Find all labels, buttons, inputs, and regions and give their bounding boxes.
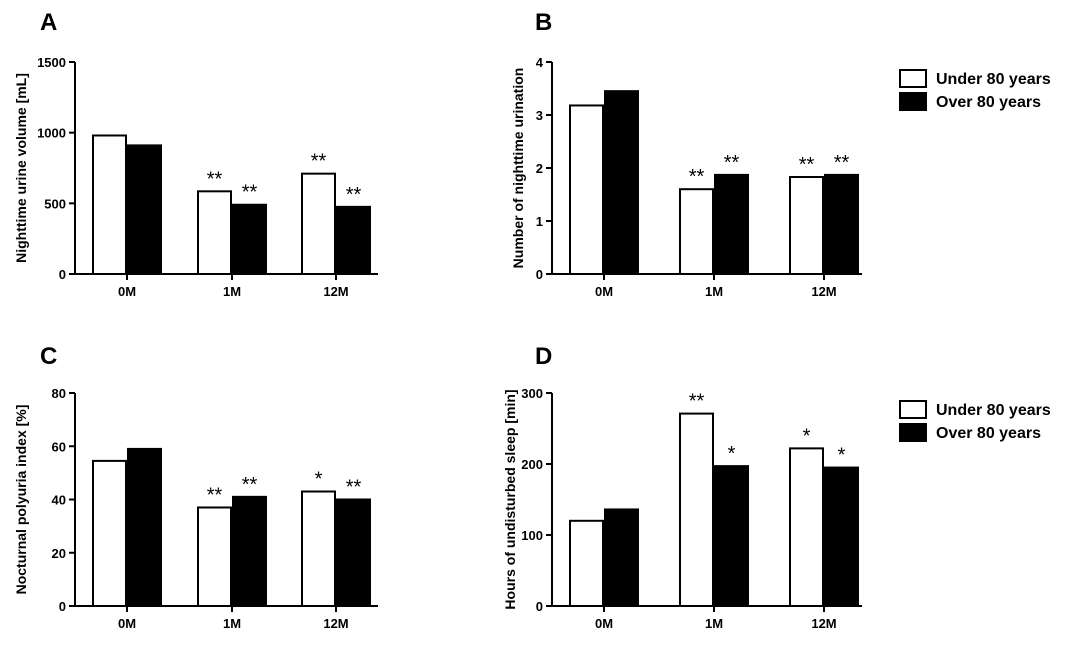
panel-c-y-tick-label: 20 <box>52 546 66 561</box>
panel-d-y-tick-label: 0 <box>536 599 543 614</box>
legend-bottom-over-swatch <box>899 423 927 442</box>
panel-c-bar-over <box>336 498 371 607</box>
panel-a-y-tick-label: 1500 <box>37 55 66 70</box>
panel-b-significance-marker: ** <box>724 152 740 174</box>
panel-b-x-tick-label: 0M <box>595 284 613 299</box>
legend-bottom-under-swatch <box>899 400 927 419</box>
legend-bottom: Under 80 years Over 80 years <box>899 400 1051 442</box>
panel-a-x-tick-label: 0M <box>118 284 136 299</box>
panel-b-bar-over <box>824 173 859 275</box>
panel-a-significance-marker: ** <box>346 184 362 206</box>
panel-c-bar-under <box>301 490 336 608</box>
panel-a-letter: A <box>40 9 57 36</box>
panel-c-y-axis-title: Nocturnal polyuria index [%] <box>13 405 29 595</box>
panel-b-y-tick-label: 2 <box>536 161 543 176</box>
panel-d-y-tick-label: 300 <box>521 386 543 401</box>
panel-a-y-tick-label: 1000 <box>37 126 66 141</box>
panel-c-significance-marker: ** <box>207 484 223 506</box>
panel-a-x-tick-label: 1M <box>223 284 241 299</box>
panel-d-y-tick-label: 200 <box>521 457 543 472</box>
panel-b: B 0 1 2 3 4 Number of nighttime urination 0M 1M *… <box>510 9 862 299</box>
panel-c-x-tick-label: 0M <box>118 616 136 631</box>
legend-top-over-label: Over 80 years <box>936 94 1041 111</box>
legend-bottom-over-label: Over 80 years <box>936 425 1041 442</box>
panel-d-bar-under <box>789 447 824 607</box>
panel-d-significance-marker: ** <box>689 391 705 413</box>
panel-b-significance-marker: ** <box>799 154 815 176</box>
panel-c-bar-over <box>232 495 267 607</box>
panel-d-y-axis-title: Hours of undisturbed sleep [min] <box>502 389 518 609</box>
panel-b-y-tick-label: 4 <box>536 55 544 70</box>
panel-d-x-tick-label: 0M <box>595 616 613 631</box>
panel-a-bar-under <box>301 172 336 275</box>
panel-b-bar-under <box>679 188 714 275</box>
panel-b-bar-under <box>789 176 824 275</box>
legend-top-over-swatch <box>899 92 927 111</box>
panel-c-x-tick-label: 1M <box>223 616 241 631</box>
panel-a-bar-over <box>232 203 267 276</box>
panel-c-y-tick-label: 80 <box>52 386 66 401</box>
panel-d-significance-marker: * <box>803 425 811 447</box>
panel-d-bar-under <box>569 519 604 607</box>
panel-d-x-tick-label: 12M <box>811 616 836 631</box>
legend-top: Under 80 years Over 80 years <box>899 69 1051 111</box>
panel-a-significance-marker: ** <box>311 151 327 173</box>
panel-c-x-tick-label: 12M <box>323 616 348 631</box>
panel-b-significance-marker: ** <box>834 152 850 174</box>
panel-c-bar-under <box>197 506 232 607</box>
panel-a-x-tick-label: 12M <box>323 284 348 299</box>
panel-d-bar-under <box>679 412 714 607</box>
panel-d-bar-over <box>604 508 639 607</box>
panel-c-bar-under <box>92 459 127 607</box>
panel-a-y-tick-label: 500 <box>44 196 66 211</box>
panel-b-bar-over <box>714 173 749 275</box>
panel-d-bar-over <box>714 465 749 607</box>
panel-b-y-tick-label: 3 <box>536 108 543 123</box>
panel-c-bar-over <box>127 447 162 607</box>
panel-d-bar-over <box>824 466 859 607</box>
panel-b-y-tick-label: 0 <box>536 267 543 282</box>
panel-c-significance-marker: * <box>315 469 323 491</box>
panel-a: A 0 500 1000 1500 Nighttime urine volume [mL]… <box>13 9 378 299</box>
panel-a-significance-marker: ** <box>242 182 258 204</box>
panel-d-y-tick-label: 100 <box>521 528 543 543</box>
panel-c-y-tick-label: 40 <box>52 493 66 508</box>
panel-b-significance-marker: ** <box>689 166 705 188</box>
panel-c-letter: C <box>40 343 57 370</box>
panel-c-significance-marker: ** <box>242 474 258 496</box>
panel-c-y-tick-label: 60 <box>52 439 66 454</box>
panel-c-significance-marker: ** <box>346 477 362 499</box>
panel-a-bar-over <box>336 205 371 275</box>
panel-b-letter: B <box>535 9 552 36</box>
panel-d-significance-marker: * <box>838 445 846 467</box>
panel-b-x-tick-label: 12M <box>811 284 836 299</box>
panel-a-y-axis-title: Nighttime urine volume [mL] <box>13 73 29 263</box>
panel-c-y-tick-label: 0 <box>59 599 66 614</box>
panel-d-letter: D <box>535 343 552 370</box>
panel-b-bar-under <box>569 104 604 275</box>
panel-d-significance-marker: * <box>728 443 736 465</box>
panel-a-bar-under <box>92 134 127 275</box>
panel-a-bar-under <box>197 190 232 276</box>
panel-b-y-axis-title: Number of nighttime urination <box>510 68 526 269</box>
legend-top-under-swatch <box>899 69 927 88</box>
panel-a-y-tick-label: 0 <box>59 267 66 282</box>
panel-a-significance-marker: ** <box>207 168 223 190</box>
panel-b-x-tick-label: 1M <box>705 284 723 299</box>
legend-bottom-under-label: Under 80 years <box>936 402 1051 419</box>
panel-d-x-tick-label: 1M <box>705 616 723 631</box>
panel-b-bar-over <box>604 90 639 276</box>
legend-top-under-label: Under 80 years <box>936 71 1051 88</box>
panel-a-bar-over <box>127 144 162 275</box>
panel-b-y-tick-label: 1 <box>536 214 543 229</box>
panel-c: C 0 20 40 60 80 Nocturnal polyuria index [%] 0M… <box>13 343 378 631</box>
